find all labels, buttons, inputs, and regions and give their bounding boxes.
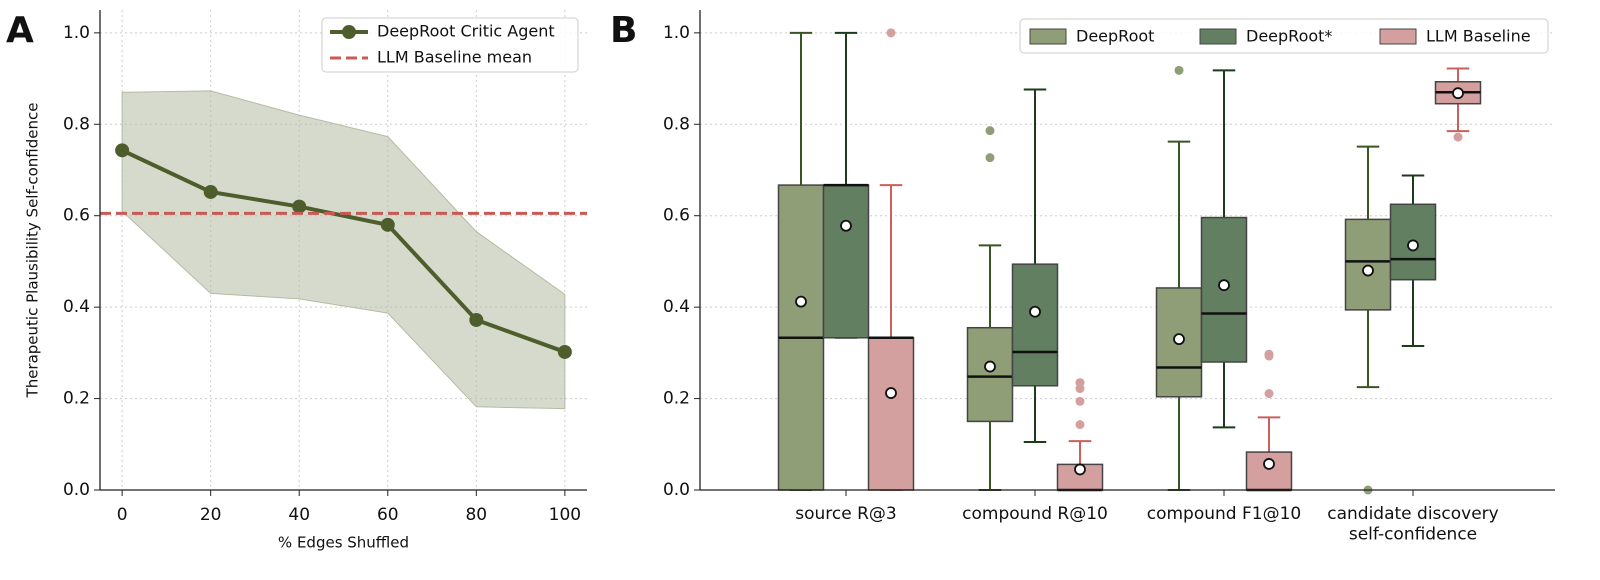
box — [1344, 218, 1392, 311]
point — [380, 217, 395, 232]
box — [1245, 451, 1293, 491]
panel-label: B — [610, 10, 637, 51]
x-tick-label: compound F1@10 — [1147, 504, 1301, 524]
point — [203, 184, 218, 199]
mean — [1074, 463, 1086, 476]
flier — [985, 153, 995, 163]
y-tick-label: 0.8 — [63, 114, 90, 134]
y-tick-label: 0.6 — [63, 206, 90, 226]
flier — [1264, 389, 1274, 399]
flier — [886, 28, 896, 38]
point — [469, 312, 484, 327]
point — [557, 344, 572, 359]
point — [292, 199, 307, 214]
confidence-band — [121, 90, 566, 410]
legend-label: LLM Baseline mean — [377, 48, 532, 67]
box — [1011, 263, 1059, 387]
flier — [985, 126, 995, 136]
flier — [1075, 420, 1085, 430]
legend-label: DeepRoot — [1076, 27, 1154, 46]
box — [867, 337, 915, 491]
y-tick-label: 1.0 — [63, 23, 90, 43]
x-tick-label: 40 — [288, 505, 310, 525]
x-tick-label: 100 — [549, 505, 581, 525]
x-tick-label: 20 — [200, 505, 222, 525]
flier — [1264, 349, 1274, 359]
flier — [1453, 132, 1463, 142]
x-tick-label: 0 — [117, 505, 128, 525]
legend-label: DeepRoot Critic Agent — [377, 22, 555, 41]
box — [966, 326, 1014, 423]
flier — [1174, 65, 1184, 75]
mean — [1407, 239, 1419, 252]
y-tick-label: 0.2 — [63, 389, 90, 409]
mean — [1452, 87, 1464, 100]
y-tick-label: 1.0 — [663, 23, 690, 43]
x-tick-label: source R@3 — [795, 504, 897, 524]
y-tick-label: 0.0 — [663, 480, 690, 500]
mean — [1218, 279, 1230, 292]
y-tick-label: 0.0 — [63, 480, 90, 500]
legend-label: LLM Baseline — [1426, 27, 1531, 46]
mean — [1029, 305, 1041, 318]
mean — [885, 387, 897, 399]
mean — [1263, 458, 1275, 470]
legend-marker — [342, 25, 356, 39]
mean — [840, 219, 852, 232]
point — [115, 143, 130, 158]
line — [121, 148, 566, 354]
legend-label: DeepRoot* — [1246, 27, 1332, 46]
flier — [1075, 378, 1085, 388]
legend-patch — [1029, 28, 1067, 45]
x-tick-label: 60 — [377, 505, 399, 525]
y-tick-label: 0.4 — [63, 297, 90, 317]
mean — [984, 360, 996, 373]
x-tick-label: 80 — [465, 505, 487, 525]
legend-box — [321, 17, 579, 73]
y-tick-label: 0.8 — [663, 114, 690, 134]
y-axis-label: Therapeutic Plausibility Self-confidence — [24, 103, 42, 399]
y-tick-label: 0.6 — [663, 206, 690, 226]
mean — [1362, 264, 1374, 277]
flier — [1075, 396, 1085, 406]
x-tick-label: compound R@10 — [962, 504, 1108, 524]
x-axis-label: % Edges Shuffled — [278, 534, 409, 552]
legend-patch — [1379, 28, 1417, 45]
y-tick-label: 0.4 — [663, 297, 690, 317]
y-tick-label: 0.2 — [663, 389, 690, 409]
mean — [795, 295, 807, 308]
x-tick-label: candidate discovery self-confidence — [1327, 504, 1498, 544]
panel-label: A — [6, 10, 34, 51]
mean — [1173, 333, 1185, 346]
box — [822, 184, 870, 339]
legend-patch — [1199, 28, 1237, 45]
